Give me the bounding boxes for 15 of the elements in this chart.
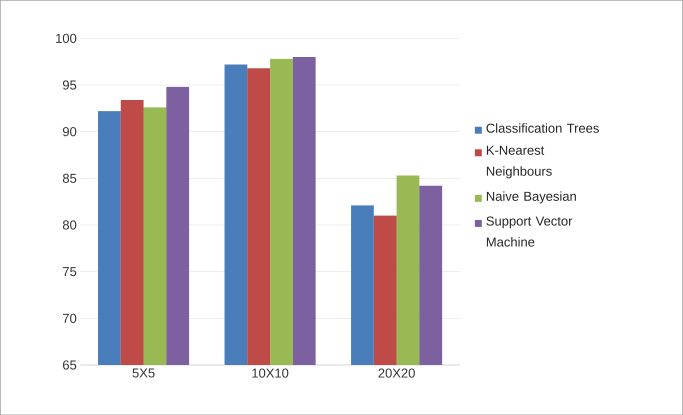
y-tick-label: 65 [63, 360, 76, 370]
y-tick-label: 75 [63, 266, 76, 276]
y-tick-label: 100 [56, 34, 76, 43]
y-tick-label: 95 [62, 80, 76, 90]
legend-label: Naive Bayesian [486, 191, 576, 204]
legend-label: Classification Trees [486, 123, 599, 133]
legend-label: Support Vector Machine [486, 216, 572, 246]
y-tick-label: 80 [62, 220, 76, 230]
y-tick-label: 85 [62, 174, 76, 183]
x-tick-label: 20X20 [378, 368, 415, 378]
x-tick-label: 10X10 [252, 368, 288, 378]
x-tick-label: 5X5 [132, 368, 155, 378]
legend-label: K-Nearest Neighbours [486, 146, 552, 178]
y-tick-label: 90 [62, 126, 76, 136]
y-tick-label: 70 [63, 314, 76, 323]
